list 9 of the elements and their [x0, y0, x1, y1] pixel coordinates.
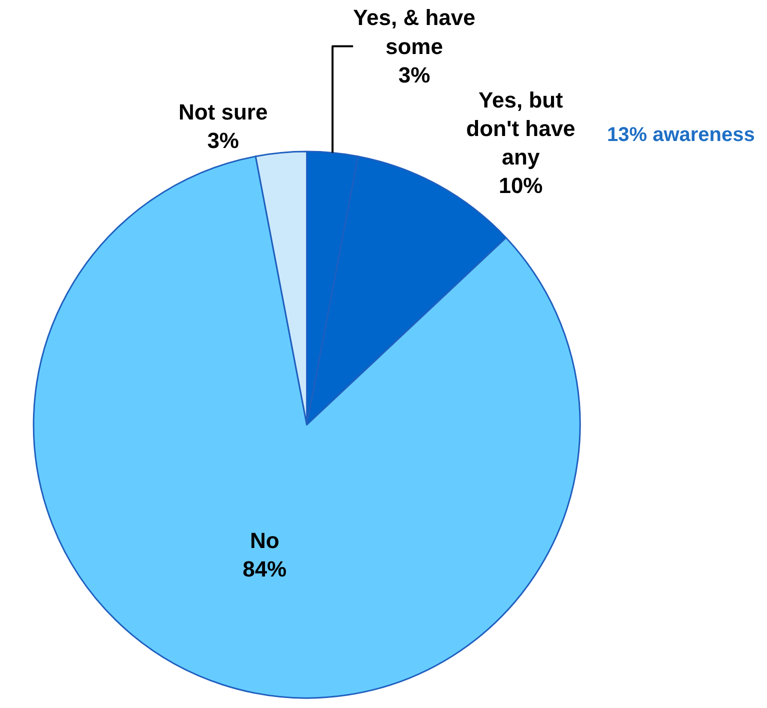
slice-label: No — [250, 528, 280, 553]
slice-label: Not sure — [178, 99, 268, 124]
data-label: 3% — [207, 128, 239, 153]
slice-label: Yes, but don't have any — [466, 87, 576, 170]
slice-label: Yes, & have some — [353, 5, 476, 59]
data-label: 10% — [498, 173, 543, 198]
data-label: 3% — [398, 62, 430, 88]
data-label: 84% — [242, 556, 287, 582]
text: 13% awareness — [607, 124, 755, 146]
